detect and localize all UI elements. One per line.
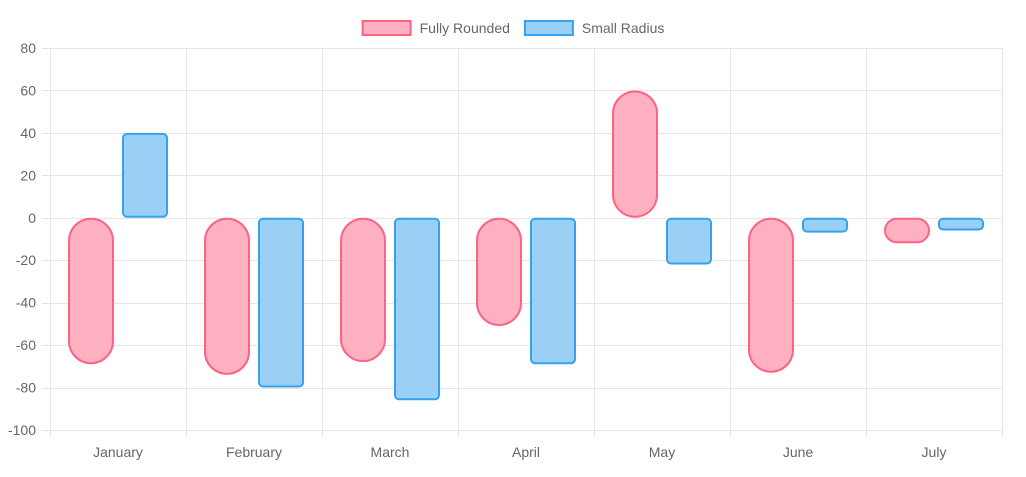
y-tick-label-20: 20 <box>20 167 36 183</box>
y-tick-label-40: 40 <box>20 125 36 141</box>
y-axis: 80 60 40 20 0 -20 -40 -60 -80 -100 <box>8 40 36 438</box>
x-tick-label-march: March <box>371 444 410 460</box>
bar-small-radius-january <box>122 132 168 218</box>
y-tick-label-40: -40 <box>16 295 36 311</box>
bar-fully-rounded-may <box>612 90 658 218</box>
bar-small-radius-march <box>394 217 440 401</box>
y-tick-label-80: -80 <box>16 380 36 396</box>
bar-fully-rounded-april <box>476 217 522 327</box>
bar-fully-rounded-march <box>340 217 386 363</box>
legend-label-fully-rounded[interactable]: Fully Rounded <box>420 20 510 36</box>
grid <box>42 48 1003 438</box>
y-tick-label-60: -60 <box>16 337 36 353</box>
x-tick-label-july: July <box>922 444 947 460</box>
bars <box>68 90 984 401</box>
bar-small-radius-june <box>802 217 848 233</box>
y-tick-label-20: -20 <box>16 252 36 268</box>
x-tick-label-may: May <box>649 444 675 460</box>
bar-fully-rounded-june <box>748 217 794 373</box>
legend-swatch-fully-rounded[interactable] <box>361 20 412 36</box>
bar-small-radius-july <box>938 217 984 231</box>
bar-fully-rounded-february <box>204 217 250 375</box>
y-tick-label-100: -100 <box>8 422 36 438</box>
x-tick-label-january: January <box>93 444 143 460</box>
legend-label-small-radius[interactable]: Small Radius <box>582 20 664 36</box>
y-tick-label-60: 60 <box>20 82 36 98</box>
bar-small-radius-february <box>258 217 304 388</box>
y-tick-label-0: 0 <box>28 210 36 226</box>
x-tick-label-june: June <box>783 444 814 460</box>
bar-small-radius-april <box>530 217 576 365</box>
bar-small-radius-may <box>666 217 712 265</box>
x-tick-label-april: April <box>512 444 540 460</box>
x-axis: January February March April May June July <box>93 444 946 460</box>
x-tick-label-february: February <box>226 444 282 460</box>
legend: Fully Rounded Small Radius <box>361 20 664 36</box>
legend-swatch-small-radius[interactable] <box>523 20 574 36</box>
y-tick-label-80: 80 <box>20 40 36 56</box>
bar-fully-rounded-january <box>68 217 114 365</box>
bar-fully-rounded-july <box>884 217 930 244</box>
